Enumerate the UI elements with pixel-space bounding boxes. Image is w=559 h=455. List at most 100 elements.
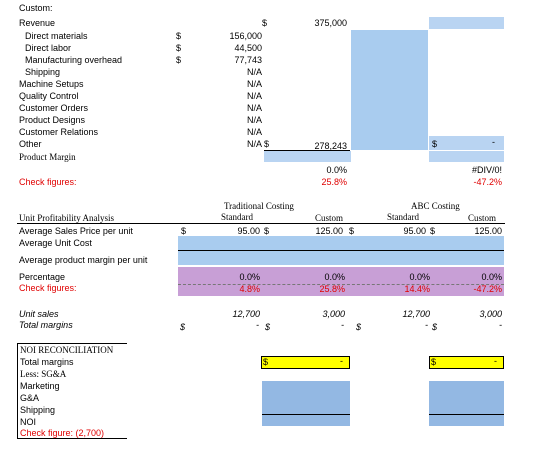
percentage-block [178, 267, 504, 296]
dash-value: - [340, 356, 343, 366]
check-abc-cust: -47.2% [473, 284, 502, 294]
trad-margin-cell[interactable] [264, 151, 351, 162]
margin-value: 278,243 [314, 141, 347, 151]
product-designs-label: Product Designs [19, 115, 86, 125]
dollar-sign: $ [176, 55, 182, 65]
dollar-sign: $ [349, 226, 355, 236]
direct-labor-label: Direct labor [25, 43, 72, 53]
units-trad-cust: 3,000 [322, 309, 345, 319]
trad-check: 25.8% [321, 177, 347, 187]
dash-value: - [492, 137, 495, 147]
abc-check: -47.2% [473, 177, 502, 187]
pct-trad-cust: 0.0% [324, 272, 345, 282]
unit-cost-rule [178, 250, 504, 251]
trad-pct: 0.0% [326, 165, 347, 175]
abc-costing-header: ABC Costing [411, 201, 460, 211]
trad-std-price: 95.00 [237, 226, 260, 236]
abc-std-price: 95.00 [403, 226, 426, 236]
dollar-sign: $ [430, 226, 436, 236]
trad-cust-price: 125.00 [315, 226, 343, 236]
direct-materials-value: 156,000 [229, 31, 262, 41]
direct-materials-label: Direct materials [25, 31, 88, 41]
col-custom: Custom [468, 213, 497, 223]
percentage-rule [178, 284, 504, 285]
dash-value: - [425, 320, 428, 330]
customer-orders-value: N/A [246, 103, 262, 113]
abc-revenue-cell[interactable] [429, 17, 504, 29]
avg-margin-label: Average product margin per unit [19, 255, 148, 265]
pct-abc-std: 0.0% [409, 272, 430, 282]
check-figures-label: Check figures: [19, 177, 77, 187]
other-label: Other [19, 139, 42, 149]
unit-profitability-title: Unit Profitability Analysis [19, 213, 115, 223]
dollar-sign: $ [265, 322, 271, 332]
total-margins-label: Total margins [19, 320, 73, 330]
dollar-sign: $ [264, 226, 270, 236]
dollar-sign: $ [432, 139, 438, 149]
abc-margin-cell[interactable] [429, 136, 504, 150]
abc-noi-rule [429, 414, 504, 415]
dollar-sign: $ [262, 18, 268, 28]
dash-value: - [494, 356, 497, 366]
col-standard: Standard [221, 212, 253, 222]
customer-relations-label: Customer Relations [19, 127, 99, 137]
noi-check-figure: Check figure: (2,700) [20, 428, 105, 438]
dollar-sign: $ [264, 139, 270, 149]
abc-standard-cost-block[interactable] [351, 30, 428, 150]
trad-total-margins-cell[interactable] [261, 356, 350, 369]
shipping-value: N/A [246, 67, 262, 77]
abc-sga-block[interactable] [429, 381, 504, 426]
col-standard: Standard [387, 212, 419, 222]
pct-abc-cust: 0.0% [481, 272, 502, 282]
dollar-sign: $ [431, 357, 437, 367]
dollar-sign: $ [356, 322, 362, 332]
other-value: N/A [246, 139, 262, 149]
avg-unit-cost-label: Average Unit Cost [19, 238, 92, 248]
quality-control-value: N/A [246, 91, 262, 101]
units-trad-std: 12,700 [232, 309, 260, 319]
traditional-costing-header: Traditional Costing [224, 201, 294, 211]
noi-label: NOI [20, 417, 37, 427]
product-margin-label: Product Margin [19, 152, 76, 162]
dollar-sign: $ [176, 31, 182, 41]
machine-setups-label: Machine Setups [19, 79, 84, 89]
header-rule [17, 223, 505, 224]
custom-label: Custom: [19, 3, 53, 13]
dollar-sign: $ [181, 226, 187, 236]
noi-ga-label: G&A [20, 393, 40, 403]
product-designs-value: N/A [246, 115, 262, 125]
noi-total-margins-label: Total margins [20, 357, 74, 367]
customer-relations-value: N/A [246, 127, 262, 137]
shipping-label: Shipping [25, 67, 61, 77]
unit-check-label: Check figures: [19, 283, 77, 293]
direct-labor-value: 44,500 [234, 43, 262, 53]
trad-sga-block[interactable] [262, 381, 350, 426]
revenue-label: Revenue [19, 18, 56, 28]
noi-less-sga-label: Less: SG&A [20, 369, 67, 379]
manufacturing-overhead-label: Manufacturing overhead [25, 55, 123, 65]
units-abc-cust: 3,000 [479, 309, 502, 319]
unit-sales-label: Unit sales [19, 309, 59, 319]
overhead-value: 77,743 [234, 55, 262, 65]
dollar-sign: $ [180, 322, 186, 332]
quality-control-label: Quality Control [19, 91, 79, 101]
noi-bottom-rule [17, 438, 127, 439]
abc-pct: #DIV/0! [471, 165, 502, 175]
abc-total-margins-cell[interactable] [429, 356, 504, 369]
trad-noi-rule [262, 414, 350, 415]
noi-title: NOI RECONCILIATION [20, 345, 114, 355]
dollar-sign: $ [432, 322, 438, 332]
units-abc-std: 12,700 [402, 309, 430, 319]
margin-rule [264, 150, 350, 151]
dash-value: - [256, 320, 259, 330]
dollar-sign: $ [263, 357, 269, 367]
avg-sales-price-label: Average Sales Price per unit [19, 226, 133, 236]
percentage-label: Percentage [19, 272, 66, 282]
col-custom: Custom [315, 213, 344, 223]
noi-shipping-label: Shipping [20, 405, 56, 415]
check-trad-cust: 25.8% [319, 284, 345, 294]
pct-trad-std: 0.0% [239, 272, 260, 282]
abc-margin-total-cell[interactable] [429, 151, 504, 162]
customer-orders-label: Customer Orders [19, 103, 89, 113]
check-abc-std: 14.4% [404, 284, 430, 294]
